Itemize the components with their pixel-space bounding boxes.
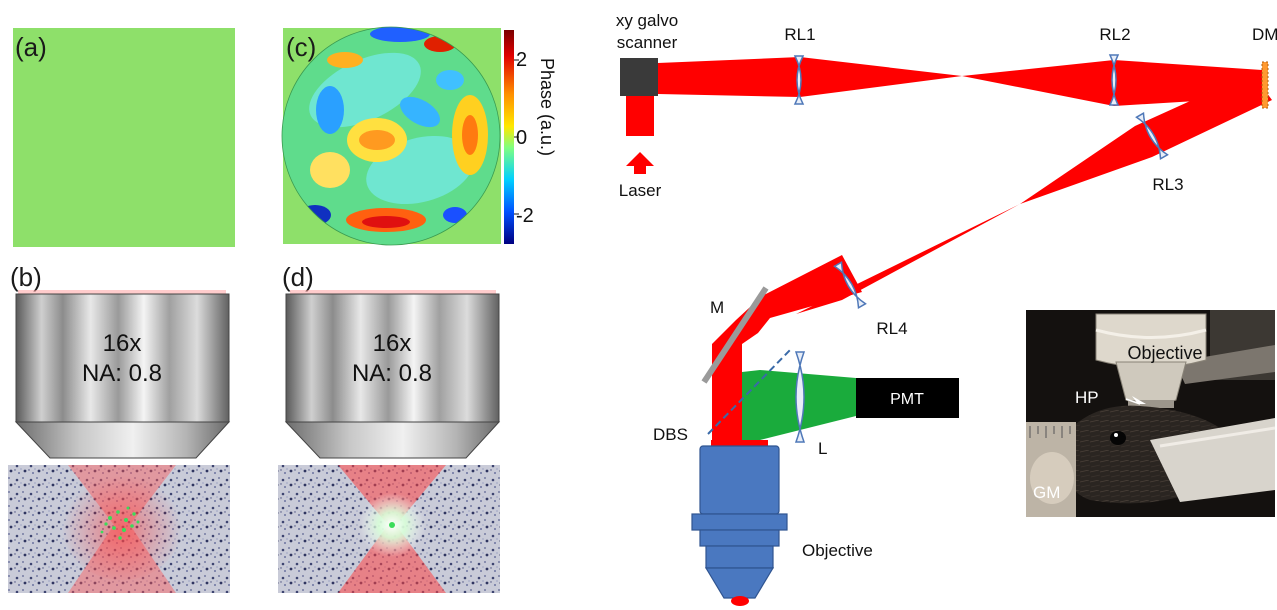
galvo-label-line1: xy galvo <box>616 11 678 30</box>
magnification-label-d: 16x <box>373 330 412 357</box>
corrected-focus-spot <box>389 522 395 528</box>
laser-arrow <box>626 152 654 174</box>
pmt-detector <box>856 378 959 418</box>
tissue-sample-b <box>8 465 230 593</box>
relay-lens-rl2 <box>1108 54 1120 106</box>
galvo-label-line2: scanner <box>617 33 678 52</box>
mirror-label: M <box>710 298 724 317</box>
colorbar-label: Phase (a.u.) <box>537 58 557 156</box>
dm-label: DM <box>1252 25 1277 44</box>
dbs-label: DBS <box>653 425 688 444</box>
galvo-scanner <box>620 58 658 96</box>
photo-hp-label: HP <box>1075 388 1099 407</box>
photo-objective-label: Objective <box>1127 343 1202 363</box>
na-label-b: NA: 0.8 <box>82 360 162 387</box>
objective-label: Objective <box>802 541 873 560</box>
objective-illustration-d <box>284 293 501 459</box>
objective-illustration-b <box>14 293 231 459</box>
dichroic-beam-splitter <box>707 349 791 435</box>
slm-flat-pattern <box>13 28 235 247</box>
rl4-label: RL4 <box>876 319 907 338</box>
deformable-mirror <box>1261 61 1269 109</box>
panel-label-a: (a) <box>15 32 47 62</box>
rl1-label: RL1 <box>784 25 815 44</box>
panel-label-b: (b) <box>10 262 42 292</box>
laser-label: Laser <box>619 181 662 200</box>
phase-colorbar <box>504 30 514 244</box>
objective-focal-spot <box>731 596 749 606</box>
mouse-setup-photo <box>1026 310 1276 517</box>
panel-label-d: (d) <box>282 262 314 292</box>
collection-lens <box>794 351 806 443</box>
panel-label-c: (c) <box>286 32 316 62</box>
lens-label: L <box>818 439 827 458</box>
relay-lens-rl3 <box>1135 111 1169 161</box>
laser-beam-input <box>626 96 654 136</box>
photo-gm-label: GM <box>1033 483 1060 502</box>
objective-lens-schematic <box>691 440 788 599</box>
slm-phase-pattern <box>282 27 500 245</box>
magnification-label-b: 16x <box>103 330 142 357</box>
colorbar-tick-2: 2 <box>516 49 527 71</box>
rl2-label: RL2 <box>1099 25 1130 44</box>
relay-lens-rl4 <box>833 260 867 310</box>
pmt-label: PMT <box>890 391 924 408</box>
fold-mirror <box>701 286 769 384</box>
rl3-label: RL3 <box>1152 175 1183 194</box>
tissue-sample-d <box>278 465 500 593</box>
aberrated-focus-spots <box>100 506 140 540</box>
colorbar-tick-0: 0 <box>516 127 527 149</box>
relay-lens-rl1 <box>793 55 805 105</box>
colorbar-tick-minus-2: -2 <box>516 205 534 227</box>
na-label-d: NA: 0.8 <box>352 360 432 387</box>
